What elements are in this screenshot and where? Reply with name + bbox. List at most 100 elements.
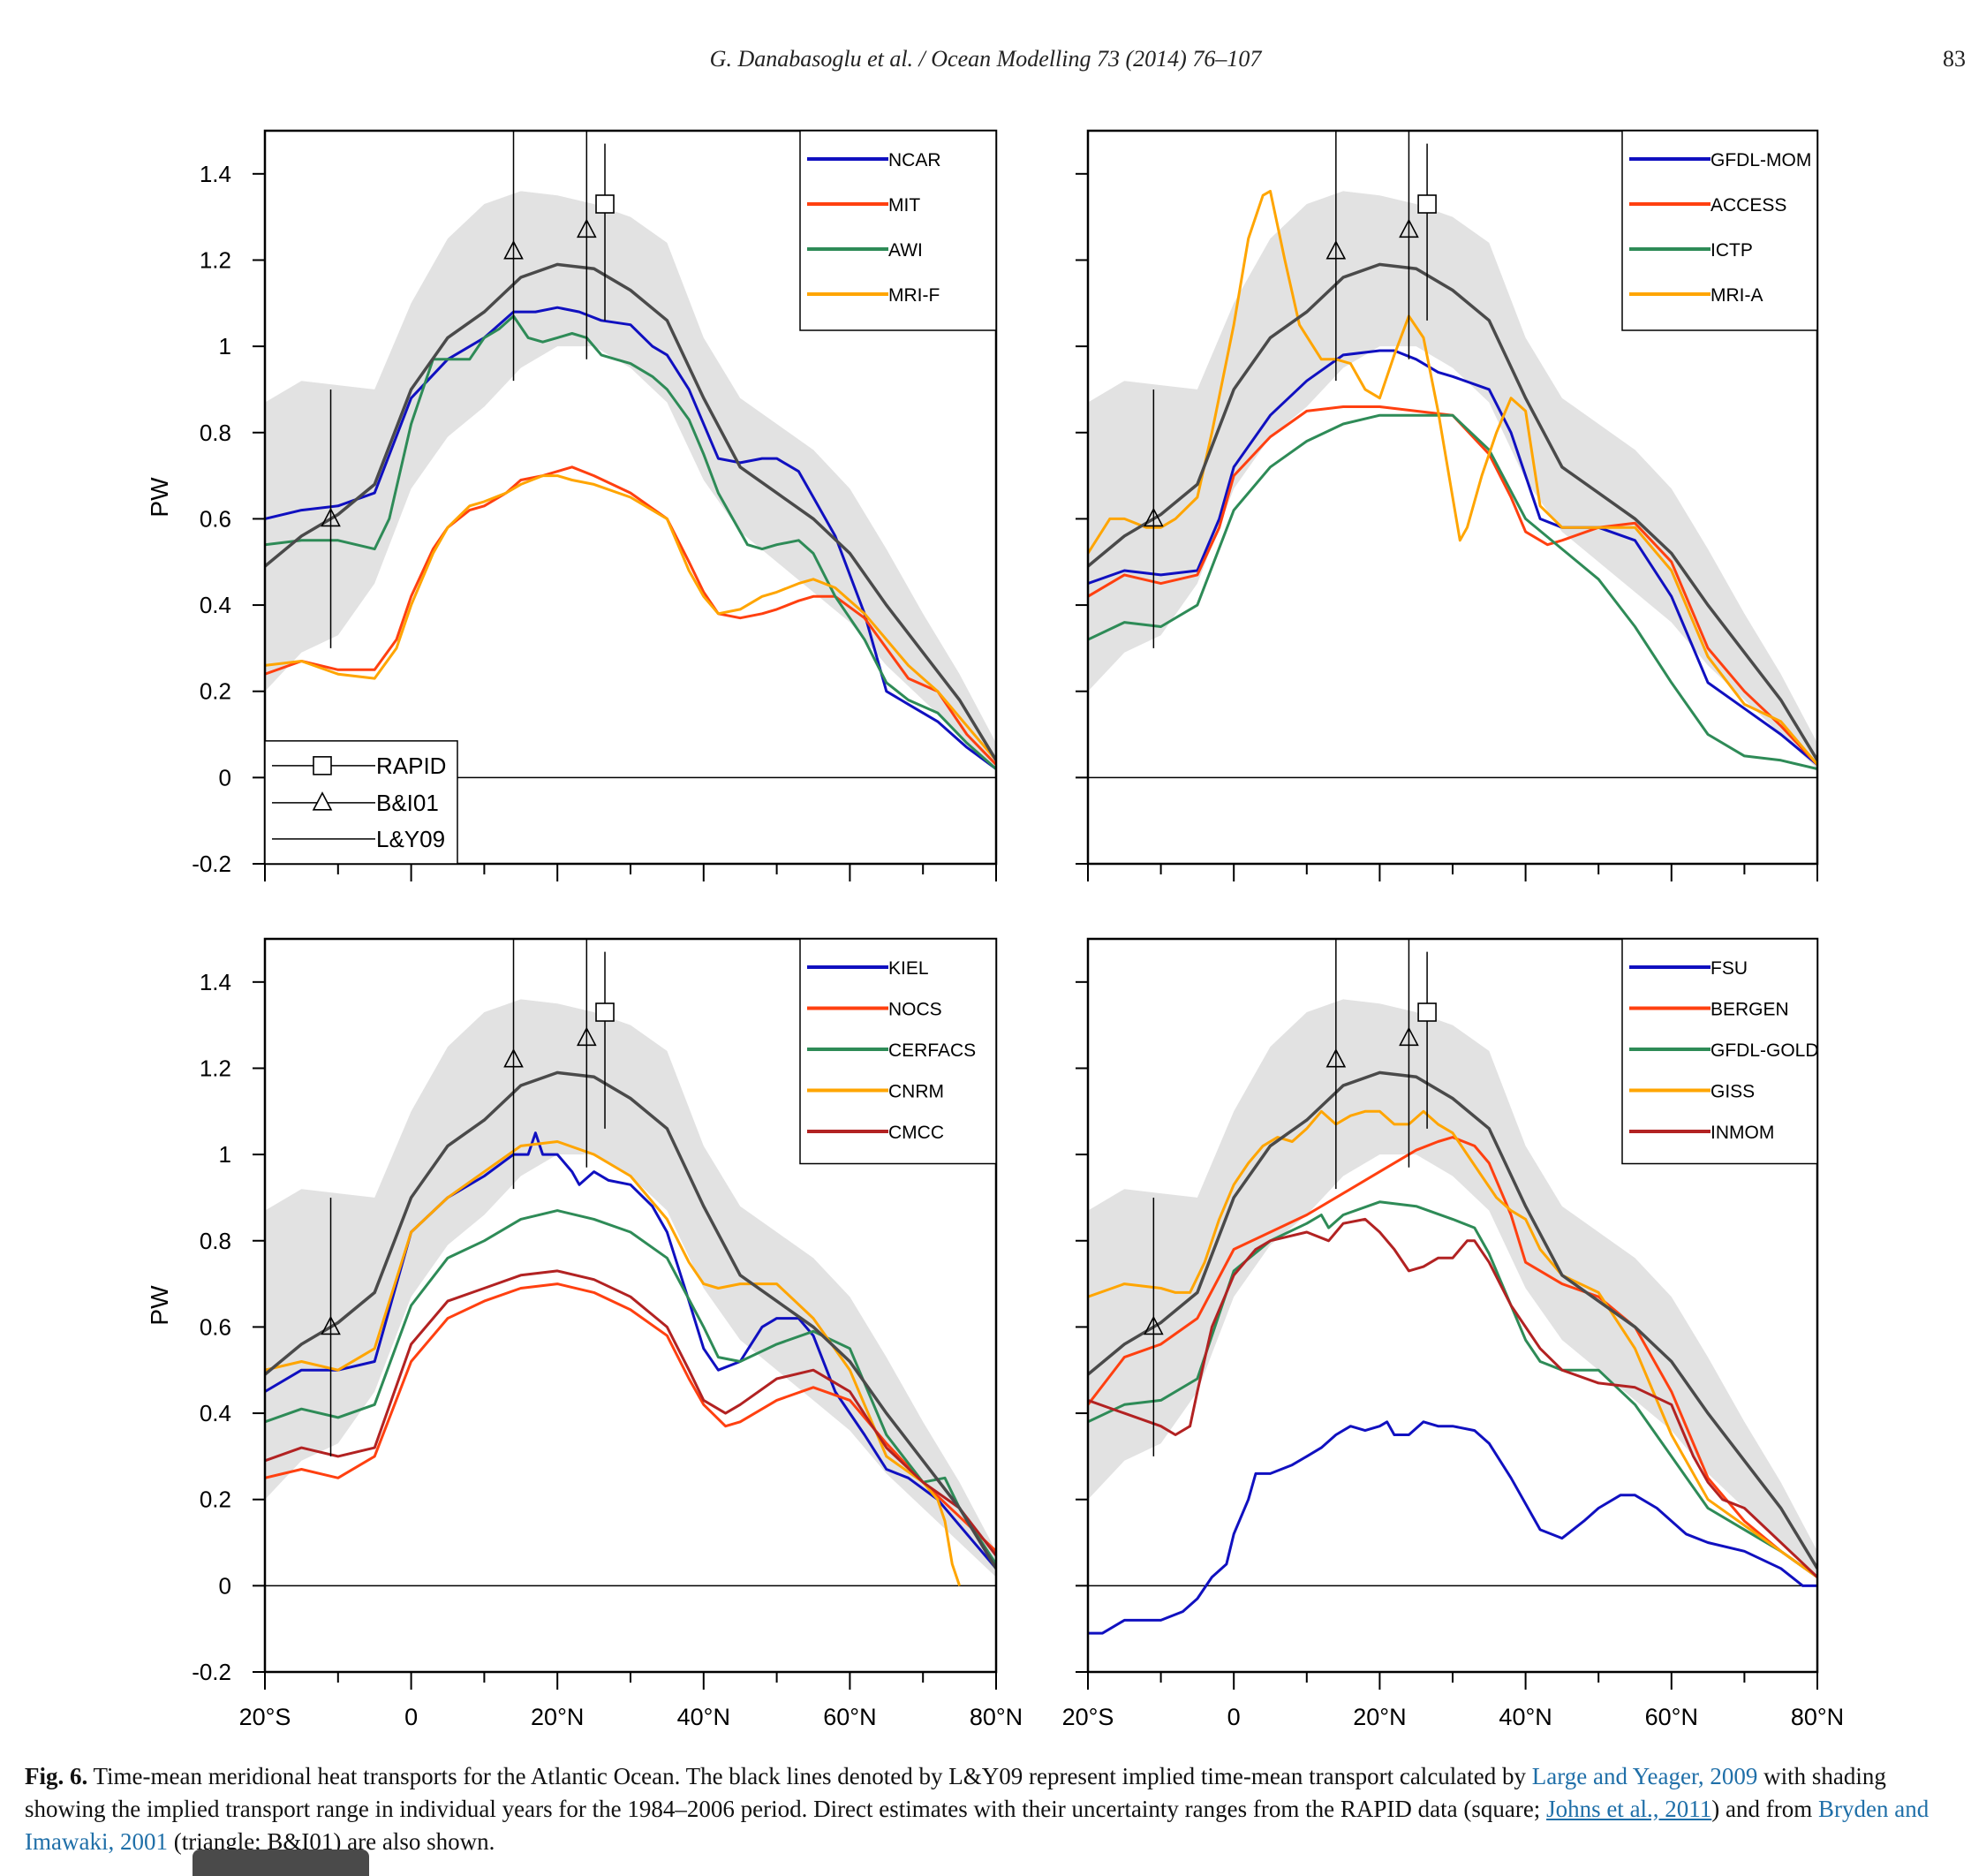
series-line-awi: [265, 314, 996, 770]
legend-label-kiel: KIEL: [888, 958, 929, 979]
caption-link-bryden[interactable]: Bryden and Imawaki, 2001: [25, 1796, 1929, 1855]
ly09-point-marker: [321, 1315, 341, 1335]
caption-link-large-yeager[interactable]: Large and Yeager, 2009: [1531, 1763, 1758, 1789]
x-tick-label: 0: [404, 1704, 418, 1730]
series-legend: NCAR MIT AWI MRI-F: [799, 130, 997, 331]
y-axis-label: PW: [146, 477, 173, 518]
rapid-marker: [1417, 1002, 1437, 1022]
plot-area: [1088, 131, 1817, 779]
legend-label-mri-a: MRI-A: [1710, 285, 1763, 306]
rapid-marker: [1417, 194, 1437, 214]
bi01-marker: [503, 239, 524, 260]
legend-label-ictp: ICTP: [1710, 240, 1753, 261]
figure-6: -0.2 0 0.2 0.4 0.6 0.8 1 1.2 1.4 PW NCAR MIT AWI MRI-…: [146, 129, 1844, 1730]
y-tick-label: 1: [219, 1141, 231, 1168]
y-tick-label: 0.6: [200, 1313, 231, 1340]
page-number: 83: [1943, 46, 1966, 72]
series-line-ncar: [265, 306, 996, 770]
legend-label-awi: AWI: [888, 240, 923, 261]
legend-label-gfdl-gold: GFDL-GOLD: [1710, 1040, 1819, 1061]
y-tick-label: 1.4: [200, 969, 231, 995]
y-tick-label: 1.2: [200, 1055, 231, 1081]
legend-label-giss: GISS: [1710, 1082, 1755, 1102]
x-tick-label: 0: [1227, 1704, 1241, 1730]
ly09-range-shading: [265, 191, 996, 769]
legend-label-access: ACCESS: [1710, 195, 1786, 216]
ly09-point-marker: [1144, 1315, 1164, 1335]
legend-box: [799, 130, 997, 331]
legend-label-mit: MIT: [888, 195, 920, 216]
legend-label-ncar: NCAR: [888, 150, 941, 170]
bi01-marker: [503, 1048, 524, 1068]
y-tick-label: 1.4: [200, 161, 231, 187]
legend-box: [799, 938, 997, 1165]
bi01-marker: [1399, 1026, 1419, 1047]
obs-legend-square: [313, 756, 332, 775]
bi01-marker: [1399, 218, 1419, 238]
series-line-access: [1088, 405, 1817, 766]
legend-box: [1621, 130, 1818, 331]
plot-area: [265, 939, 996, 1587]
legend-label-cnrm: CNRM: [888, 1082, 944, 1102]
legend-label-mri-f: MRI-F: [888, 285, 940, 306]
series-line-gfdl-gold: [1088, 1200, 1817, 1578]
ly09-point-marker: [321, 507, 341, 527]
panel-4: 20°S 0 20°N 40°N 60°N 80°N FSU BERGEN GFDL-GOLD G…: [1062, 937, 1844, 1730]
ly09-point-marker: [1144, 507, 1164, 527]
series-line-ly09: [1088, 262, 1817, 761]
rapid-marker: [595, 1002, 615, 1022]
series-line-ly09: [1088, 1070, 1817, 1570]
caption-text-2: with shading showing the implied transpo…: [25, 1763, 1886, 1822]
page-header: G. Danabasoglu et al. / Ocean Modelling …: [0, 46, 1971, 81]
y-tick-label: 1.2: [200, 246, 231, 273]
x-tick-label: 60°N: [1645, 1704, 1698, 1730]
legend-box: [1621, 938, 1818, 1165]
legend-label-gfdl-mom: GFDL-MOM: [1710, 150, 1811, 170]
ly09-range-shading: [265, 999, 996, 1577]
x-tick-label: 80°N: [970, 1704, 1023, 1730]
panel-1: -0.2 0 0.2 0.4 0.6 0.8 1 1.2 1.4 PW NCAR MIT AWI MRI-…: [146, 129, 998, 881]
open-in-viewer-button[interactable]: [193, 1850, 369, 1876]
bi01-marker: [576, 218, 597, 238]
series-line-giss: [1088, 1109, 1817, 1578]
series-line-cerfacs: [265, 1209, 996, 1565]
series-line-mit: [265, 465, 996, 766]
x-tick-label: 20°N: [1353, 1704, 1406, 1730]
x-tick-label: 40°N: [1499, 1704, 1552, 1730]
obs-legend-label: L&Y09: [376, 826, 445, 852]
legend-label-cmcc: CMCC: [888, 1123, 944, 1143]
plot-area: [1088, 939, 1817, 1635]
y-tick-label: 0.8: [200, 420, 231, 446]
series-line-bergen: [1088, 1136, 1817, 1578]
x-tick-label: 80°N: [1791, 1704, 1844, 1730]
obs-legend-triangle: [312, 791, 333, 811]
caption-label: Fig. 6.: [25, 1763, 88, 1789]
plot-area: [265, 131, 996, 779]
caption-link-johns[interactable]: Johns et al., 2011: [1546, 1796, 1712, 1822]
x-tick-label: 20°S: [239, 1704, 291, 1730]
y-tick-label: 0.2: [200, 1486, 231, 1513]
series-legend: GFDL-MOM ACCESS ICTP MRI-A: [1621, 130, 1818, 331]
obs-legend-label: RAPID: [376, 753, 446, 779]
y-tick-label: -0.2: [192, 1659, 231, 1685]
x-tick-label: 40°N: [677, 1704, 730, 1730]
bi01-marker: [1325, 239, 1347, 260]
series-line-ictp: [1088, 413, 1817, 771]
observation-legend: RAPID B&I01 L&Y09: [264, 740, 458, 865]
legend-label-bergen: BERGEN: [1710, 1000, 1789, 1020]
obs-legend-label: B&I01: [376, 790, 439, 816]
x-tick-label: 60°N: [823, 1704, 876, 1730]
ly09-range-shading: [1088, 191, 1817, 769]
bi01-marker: [1325, 1048, 1347, 1068]
series-line-fsu: [1088, 1420, 1817, 1635]
series-line-kiel: [265, 1131, 996, 1570]
rapid-marker: [595, 194, 615, 214]
series-line-nocs: [265, 1282, 996, 1553]
y-tick-label: 1: [219, 333, 231, 359]
series-line-cmcc: [265, 1269, 996, 1557]
legend-label-fsu: FSU: [1710, 958, 1748, 979]
series-legend: KIEL NOCS CERFACS CNRM CMCC: [799, 938, 997, 1165]
panel-2: GFDL-MOM ACCESS ICTP MRI-A: [1076, 129, 1819, 881]
legend-label-nocs: NOCS: [888, 1000, 942, 1020]
y-tick-label: 0: [219, 1572, 231, 1599]
